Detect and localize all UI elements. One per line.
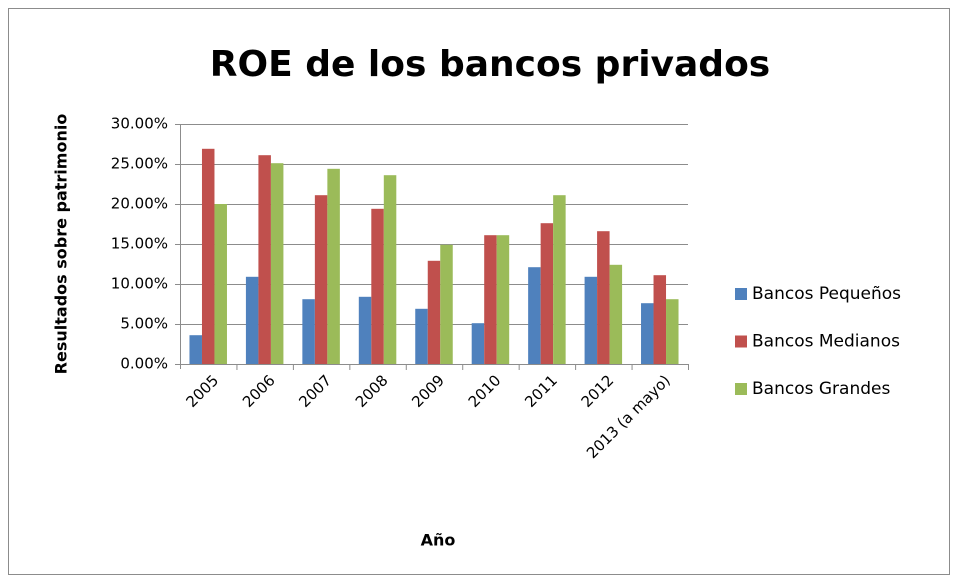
y-tick-label: 10.00% <box>111 275 168 293</box>
chart-border <box>8 8 950 575</box>
bar <box>484 235 497 364</box>
y-tick-label: 5.00% <box>120 315 168 333</box>
legend-swatch <box>735 383 747 395</box>
bar <box>415 308 428 364</box>
y-tick-label: 30.00% <box>111 115 168 133</box>
bar <box>245 276 259 364</box>
bar <box>358 296 372 364</box>
y-tick-label: 0.00% <box>120 355 168 373</box>
bar <box>214 204 227 364</box>
bar <box>302 299 315 364</box>
bar <box>496 235 510 364</box>
legend-label: Bancos Grandes <box>752 379 890 399</box>
bar <box>609 264 623 364</box>
y-axis-title: Resultados sobre patrimonio <box>52 114 71 375</box>
legend-swatch <box>735 288 747 300</box>
legend-swatch <box>735 335 747 348</box>
bar <box>427 260 441 364</box>
bar <box>641 303 654 364</box>
bar <box>270 163 284 364</box>
bar <box>258 155 271 364</box>
y-tick-label: 20.00% <box>111 195 168 213</box>
bar <box>584 276 598 364</box>
x-axis-title: Año <box>421 531 456 550</box>
legend-label: Bancos Pequeños <box>752 284 901 304</box>
bar <box>540 223 554 364</box>
bar <box>371 208 384 364</box>
y-tick-label: 25.00% <box>111 155 168 173</box>
bar <box>528 267 541 364</box>
bar <box>189 335 202 364</box>
bar <box>471 323 485 364</box>
bar <box>653 275 667 364</box>
bar <box>201 148 215 364</box>
bar <box>553 195 566 364</box>
bar <box>327 168 340 364</box>
bar <box>314 195 328 364</box>
legend-label: Bancos Medianos <box>752 332 900 352</box>
bar <box>597 231 610 364</box>
bar <box>383 175 397 364</box>
y-tick-label: 15.00% <box>111 235 168 253</box>
chart-title: ROE de los bancos privados <box>210 44 770 85</box>
bar <box>666 299 679 364</box>
bar <box>440 244 453 364</box>
